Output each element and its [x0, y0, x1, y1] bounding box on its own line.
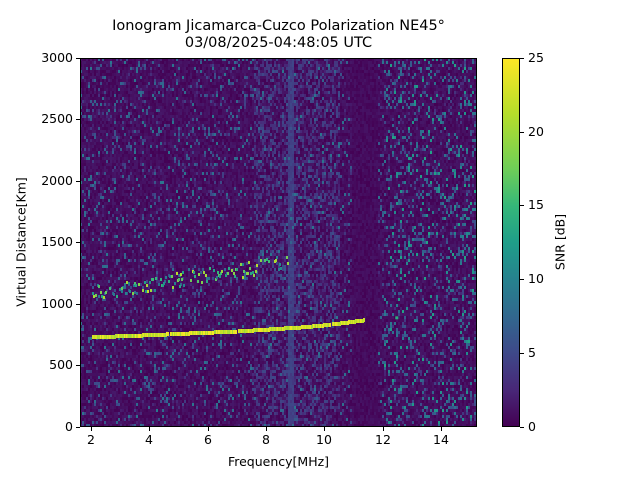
chart-title-line2: 03/08/2025-04:48:05 UTC [184, 35, 373, 51]
colorbar-label: SNR [dB] [552, 213, 568, 271]
colorbar-tick [520, 58, 524, 59]
x-tick-label: 6 [204, 432, 212, 447]
y-tick-label: 500 [49, 357, 73, 372]
x-tick [324, 427, 325, 431]
y-axis-label: Virtual Distance[Km] [13, 177, 29, 307]
y-tick [76, 58, 80, 59]
x-tick [208, 427, 209, 431]
chart-title: Ionogram Jicamarca-Cuzco Polarization NE… [80, 18, 477, 52]
chart-title-line1: Ionogram Jicamarca-Cuzco Polarization NE… [112, 18, 445, 34]
y-tick [76, 242, 80, 243]
x-tick-label: 8 [262, 432, 270, 447]
y-tick-label: 0 [65, 419, 73, 434]
colorbar [502, 58, 520, 427]
colorbar-tick [520, 132, 524, 133]
y-tick-label: 3000 [41, 50, 73, 65]
x-tick [149, 427, 150, 431]
y-tick-label: 1500 [41, 234, 73, 249]
y-tick-label: 1000 [41, 296, 73, 311]
x-tick-label: 12 [375, 432, 391, 447]
colorbar-tick [520, 427, 524, 428]
x-tick-label: 14 [433, 432, 449, 447]
colorbar-tick [520, 353, 524, 354]
y-tick [76, 119, 80, 120]
y-tick-label: 2500 [41, 111, 73, 126]
y-tick-label: 2000 [41, 173, 73, 188]
colorbar-tick-label: 15 [528, 197, 544, 212]
x-axis-label: Frequency[MHz] [227, 454, 330, 469]
x-tick [383, 427, 384, 431]
x-tick-label: 2 [87, 432, 95, 447]
ionogram-heatmap [80, 58, 477, 427]
colorbar-tick-label: 20 [528, 124, 544, 139]
x-tick-label: 4 [145, 432, 153, 447]
colorbar-tick-label: 10 [528, 271, 544, 286]
x-tick-label: 10 [316, 432, 332, 447]
x-tick [266, 427, 267, 431]
colorbar-tick-label: 0 [528, 419, 536, 434]
colorbar-tick [520, 279, 524, 280]
colorbar-tick [520, 205, 524, 206]
x-tick [441, 427, 442, 431]
y-tick [76, 427, 80, 428]
y-tick [76, 365, 80, 366]
x-tick [91, 427, 92, 431]
colorbar-tick-label: 5 [528, 345, 536, 360]
colorbar-tick-label: 25 [528, 50, 544, 65]
y-tick [76, 304, 80, 305]
y-tick [76, 181, 80, 182]
